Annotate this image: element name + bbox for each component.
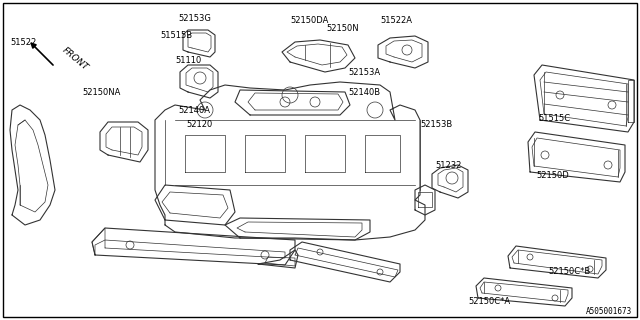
Text: 51522A: 51522A bbox=[380, 15, 412, 25]
Text: 52153A: 52153A bbox=[348, 68, 380, 76]
Text: 51515C: 51515C bbox=[538, 114, 570, 123]
Text: 52140B: 52140B bbox=[348, 87, 380, 97]
Text: 51232: 51232 bbox=[435, 161, 461, 170]
Text: A505001673: A505001673 bbox=[586, 307, 632, 316]
Text: 51515B: 51515B bbox=[160, 30, 192, 39]
Text: 52140A: 52140A bbox=[178, 106, 210, 115]
Text: FRONT: FRONT bbox=[60, 45, 90, 72]
Text: 52153G: 52153G bbox=[178, 13, 211, 22]
Text: 52150DA: 52150DA bbox=[290, 15, 328, 25]
Text: 51522: 51522 bbox=[10, 37, 36, 46]
Text: 52150NA: 52150NA bbox=[82, 87, 120, 97]
Text: 52153B: 52153B bbox=[420, 119, 452, 129]
Text: 52150C*B: 52150C*B bbox=[548, 268, 590, 276]
Text: 52150C*A: 52150C*A bbox=[468, 298, 510, 307]
Text: 52150D: 52150D bbox=[536, 171, 569, 180]
Text: 52120: 52120 bbox=[186, 119, 212, 129]
Text: 51110: 51110 bbox=[175, 55, 201, 65]
Text: 52150N: 52150N bbox=[326, 23, 358, 33]
